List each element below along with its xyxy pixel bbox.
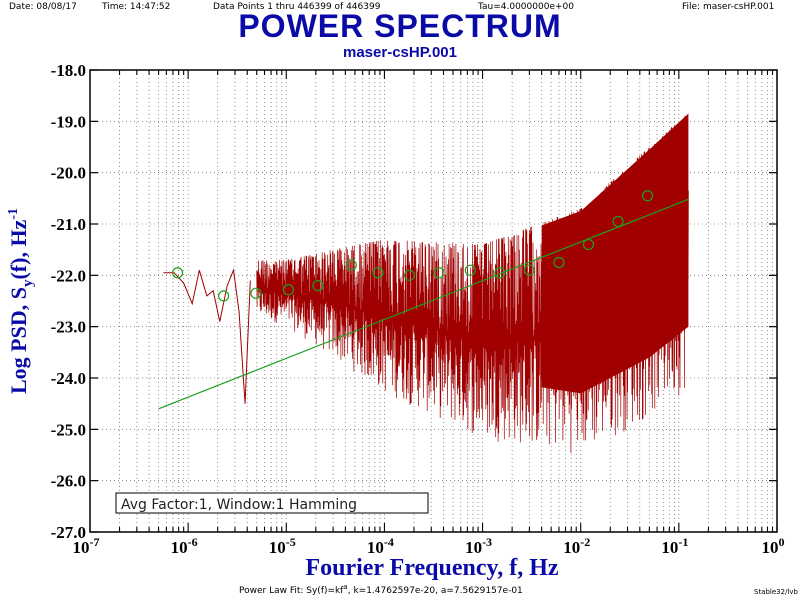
y-tick-label: -27.0	[51, 523, 86, 542]
averaged-point	[372, 267, 384, 279]
y-tick-label: -19.0	[51, 112, 86, 131]
header-tau: Tau=4.0000000e+00	[478, 2, 574, 12]
ticks-layer	[89, 69, 778, 533]
averaged-point	[464, 264, 476, 276]
y-tick-label: -24.0	[51, 369, 86, 388]
averaged-point	[282, 284, 294, 296]
psd-layer	[163, 113, 689, 454]
averaged-point	[171, 267, 184, 279]
averaged-point	[312, 280, 324, 292]
averaged-point	[403, 269, 416, 281]
y-tick-label: -21.0	[51, 215, 86, 234]
averaged-point	[494, 267, 506, 279]
averaged-point	[612, 215, 624, 228]
x-tick-label: 10-2	[563, 535, 590, 557]
averaged-point	[345, 259, 357, 271]
grid-layer	[90, 70, 777, 532]
fit-exponent: a	[343, 583, 348, 591]
power-law-fit-line	[158, 198, 689, 410]
header-data-points: Data Points 1 thru 446399 of 446399	[213, 2, 381, 12]
averaged-point	[218, 290, 230, 302]
x-tick-label: 100	[762, 535, 785, 557]
x-tick-label: 10-1	[661, 535, 688, 557]
header-date: Date: 08/08/17	[9, 2, 77, 12]
y-tick-label: -25.0	[51, 420, 86, 439]
x-tick-label: 10-4	[367, 535, 394, 557]
chart-title: POWER SPECTRUM	[238, 8, 562, 44]
y-tick-label: -22.0	[51, 266, 86, 285]
y-tick-labels: -18.0 -19.0 -20.0 -21.0 -22.0 -23.0 -24.0 -25.0…	[51, 61, 86, 542]
y-tick-label: -18.0	[51, 61, 86, 80]
annotation-box	[115, 492, 429, 514]
y-axis-label-rest: (f), Hz	[6, 219, 31, 279]
psd-lowfreq-line	[163, 268, 251, 404]
header-file: File: maser-csHP.001	[682, 2, 775, 12]
x-tick-label: 10-6	[171, 535, 198, 557]
x-tick-label: 10-7	[73, 535, 100, 557]
averaged-point	[553, 256, 565, 269]
y-tick-label: -23.0	[51, 318, 86, 337]
averaged-point	[582, 238, 595, 251]
x-tick-label: 10-3	[465, 535, 492, 557]
y-tick-label: -26.0	[51, 472, 86, 491]
averaged-point	[641, 190, 654, 202]
app-signature: Stable32/lvb	[754, 588, 798, 596]
plot-frame	[89, 69, 778, 533]
header-time: Time: 14:47:52	[102, 2, 171, 12]
x-tick-label: 10-5	[269, 535, 296, 557]
y-tick-label: -20.0	[51, 164, 86, 183]
fit-summary: Power Law Fit: Sy(f)=kfa, k=1.4762597e-2…	[239, 583, 523, 596]
x-axis-label: Fourier Frequency, f, Hz	[305, 555, 558, 581]
y-axis-label: Log PSD, Sy(f), Hz-1	[6, 208, 36, 394]
averaged-point	[433, 267, 445, 279]
averaged-point	[523, 264, 535, 276]
fit-layer	[158, 198, 689, 410]
psd-dense-band	[541, 113, 689, 394]
y-axis-label-sub: y	[20, 279, 36, 287]
annotation-text: Avg Factor:1, Window:1 Hamming	[121, 497, 357, 513]
x-tick-labels: 10-7 10-6 10-5 10-4 10-3 10-2 10-1 100	[73, 535, 785, 557]
chart-subtitle: maser-csHP.001	[343, 44, 457, 61]
y-axis-label-sup: -1	[6, 208, 21, 220]
averaged-points-layer	[171, 190, 654, 302]
averaged-point	[250, 287, 262, 299]
